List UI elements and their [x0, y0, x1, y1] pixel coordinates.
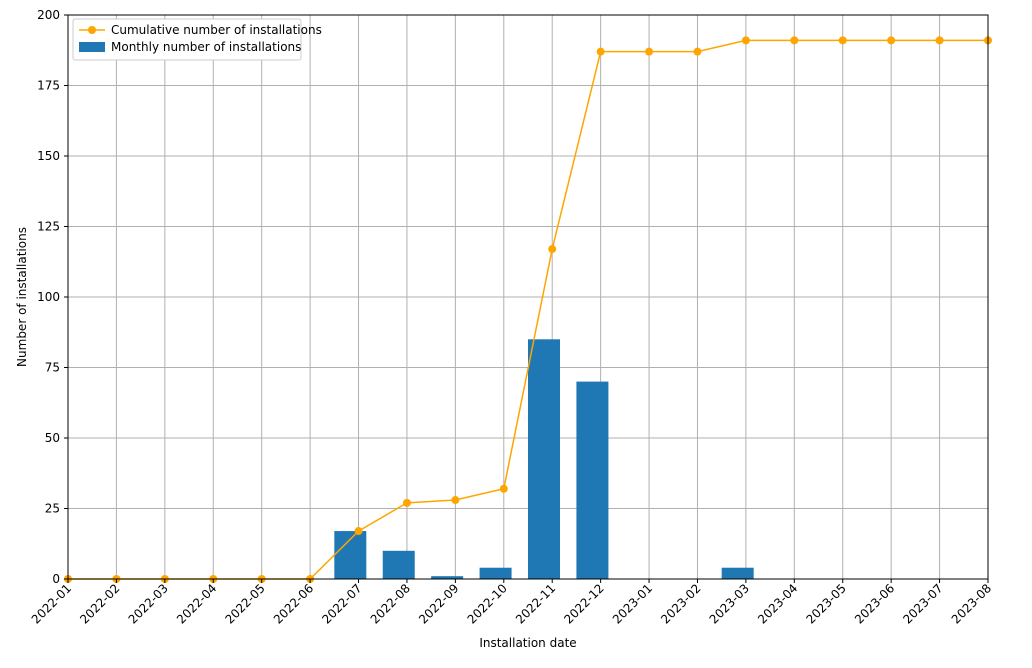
line-point — [596, 47, 605, 56]
bar — [721, 567, 754, 579]
line-point — [499, 484, 508, 493]
y-tick-label: 125 — [37, 220, 60, 234]
x-tick-label: 2022-08 — [368, 581, 413, 626]
x-tick-label: 2023-03 — [707, 581, 752, 626]
x-tick-label: 2022-03 — [126, 581, 171, 626]
bar-series — [334, 339, 754, 579]
legend-label-cumulative: Cumulative number of installations — [111, 23, 322, 37]
x-tick-label: 2022-06 — [271, 581, 316, 626]
x-tick-label: 2023-07 — [900, 581, 945, 626]
x-tick-label: 2023-08 — [949, 581, 994, 626]
line-point — [402, 498, 411, 507]
legend: Cumulative number of installations Month… — [72, 18, 322, 61]
line-point — [935, 36, 944, 45]
bar — [431, 576, 464, 579]
x-tick-label: 2023-02 — [658, 581, 703, 626]
bar — [528, 339, 560, 579]
y-tick-label: 200 — [37, 8, 60, 22]
x-tick-label: 2022-01 — [29, 581, 74, 626]
y-tick-label: 150 — [37, 149, 60, 163]
line-point — [645, 47, 654, 56]
legend-bar-swatch — [79, 42, 105, 52]
x-tick-label: 2022-05 — [222, 581, 267, 626]
y-tick-label: 50 — [45, 431, 60, 445]
line-point — [838, 36, 847, 45]
x-tick-label: 2023-06 — [852, 581, 897, 626]
x-tick-label: 2022-11 — [513, 581, 558, 626]
bar — [382, 550, 415, 579]
y-tick-label: 175 — [37, 79, 60, 93]
x-tick-label: 2022-07 — [319, 581, 364, 626]
x-tick-label: 2022-02 — [77, 581, 122, 626]
legend-label-monthly: Monthly number of installations — [111, 40, 301, 54]
y-axis: 0 25 50 75 100 125 150 175 200 — [37, 8, 68, 586]
x-axis-label: Installation date — [479, 636, 576, 650]
line-point — [451, 496, 460, 505]
x-tick-label: 2023-01 — [610, 581, 655, 626]
y-tick-label: 75 — [45, 361, 60, 375]
x-tick-label: 2022-09 — [416, 581, 461, 626]
line-point — [887, 36, 896, 45]
bar — [479, 567, 512, 579]
line-point — [790, 36, 799, 45]
line-point — [354, 527, 363, 536]
x-tick-label: 2023-04 — [755, 581, 800, 626]
legend-marker-swatch — [88, 26, 96, 34]
line-point — [548, 245, 557, 254]
y-tick-label: 0 — [52, 572, 60, 586]
x-axis: 2022-01 2022-02 2022-03 2022-04 2022-05 2022-… — [29, 579, 994, 627]
line-point — [741, 36, 750, 45]
bar — [576, 381, 609, 579]
x-tick-label: 2022-04 — [174, 581, 219, 626]
legend-box — [72, 18, 302, 61]
y-tick-label: 100 — [37, 290, 60, 304]
y-axis-label: Number of installations — [15, 227, 29, 367]
line-point — [693, 47, 702, 56]
x-tick-label: 2022-12 — [561, 581, 606, 626]
x-tick-label: 2023-05 — [804, 581, 849, 626]
x-tick-label: 2022-10 — [465, 581, 510, 626]
y-tick-label: 25 — [45, 502, 60, 516]
